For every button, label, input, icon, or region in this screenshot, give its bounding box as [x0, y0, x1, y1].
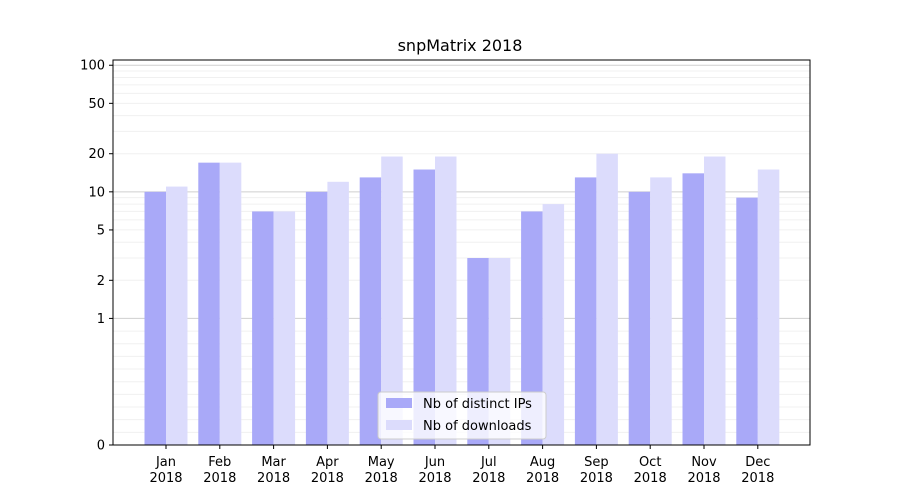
legend-box: [377, 391, 547, 440]
bar-downloads: [327, 181, 349, 445]
x-tick-label: Mar 2018: [257, 455, 290, 486]
x-tick-label: Aug 2018: [526, 455, 559, 486]
bar-distinct-ips: [252, 211, 274, 445]
y-tick-label: 1: [97, 312, 105, 327]
bar-distinct-ips: [413, 169, 435, 445]
y-tick-label: 2: [97, 274, 105, 289]
bar-distinct-ips: [521, 211, 543, 445]
bar-downloads: [166, 186, 188, 446]
bar-downloads: [757, 169, 780, 445]
y-tick-label: 0: [97, 439, 105, 454]
bar-downloads: [596, 153, 618, 446]
bar-downloads: [219, 162, 242, 445]
y-tick-label: 10: [88, 185, 105, 200]
y-tick-label: 50: [88, 97, 105, 112]
plot-frame: [112, 59, 811, 446]
bar-downloads: [542, 204, 565, 445]
x-tick-label: Oct 2018: [634, 455, 667, 486]
x-tick-label: Jan 2018: [149, 455, 182, 486]
y-tick-label: 100: [80, 59, 105, 74]
bar-distinct-ips: [736, 197, 758, 445]
bar-distinct-ips: [628, 191, 651, 445]
legend-swatch-downloads: [386, 420, 412, 430]
y-tick-label: 5: [97, 223, 105, 238]
y-axis: 0 1 2 5 10 20 50 100: [80, 59, 113, 454]
bar-distinct-ips: [305, 191, 328, 445]
bar-distinct-ips: [574, 177, 597, 446]
x-tick-label: Jul 2018: [472, 455, 505, 486]
bar-downloads: [273, 211, 296, 445]
bar-downloads: [435, 156, 457, 446]
bars: [144, 153, 780, 446]
legend: Nb of distinct IPs Nb of downloads: [377, 391, 547, 440]
x-tick-label: Jun 2018: [418, 455, 451, 486]
legend-label-ips: Nb of distinct IPs: [423, 397, 532, 412]
chart-title: snpMatrix 2018: [398, 36, 523, 55]
x-tick-label: Dec 2018: [741, 455, 774, 486]
bar-downloads: [650, 177, 672, 446]
bar-distinct-ips: [198, 162, 220, 445]
y-tick-label: 20: [88, 147, 105, 162]
bar-downloads: [381, 156, 403, 446]
x-tick-label: May 2018: [365, 455, 398, 486]
x-tick-label: Nov 2018: [687, 455, 720, 486]
x-tick-label: Feb 2018: [203, 455, 236, 486]
x-tick-label: Apr 2018: [311, 455, 344, 486]
bar-distinct-ips: [144, 191, 166, 445]
bar-downloads: [704, 156, 726, 446]
bar-distinct-ips: [359, 177, 382, 446]
legend-swatch-ips: [386, 398, 412, 408]
bar-distinct-ips: [682, 173, 704, 445]
legend-label-downloads: Nb of downloads: [423, 419, 532, 434]
x-tick-label: Sep 2018: [580, 455, 613, 486]
x-axis: Jan 2018 Feb 2018 Mar 2018 Apr 2018 May 2018 Jun 20…: [149, 445, 774, 486]
